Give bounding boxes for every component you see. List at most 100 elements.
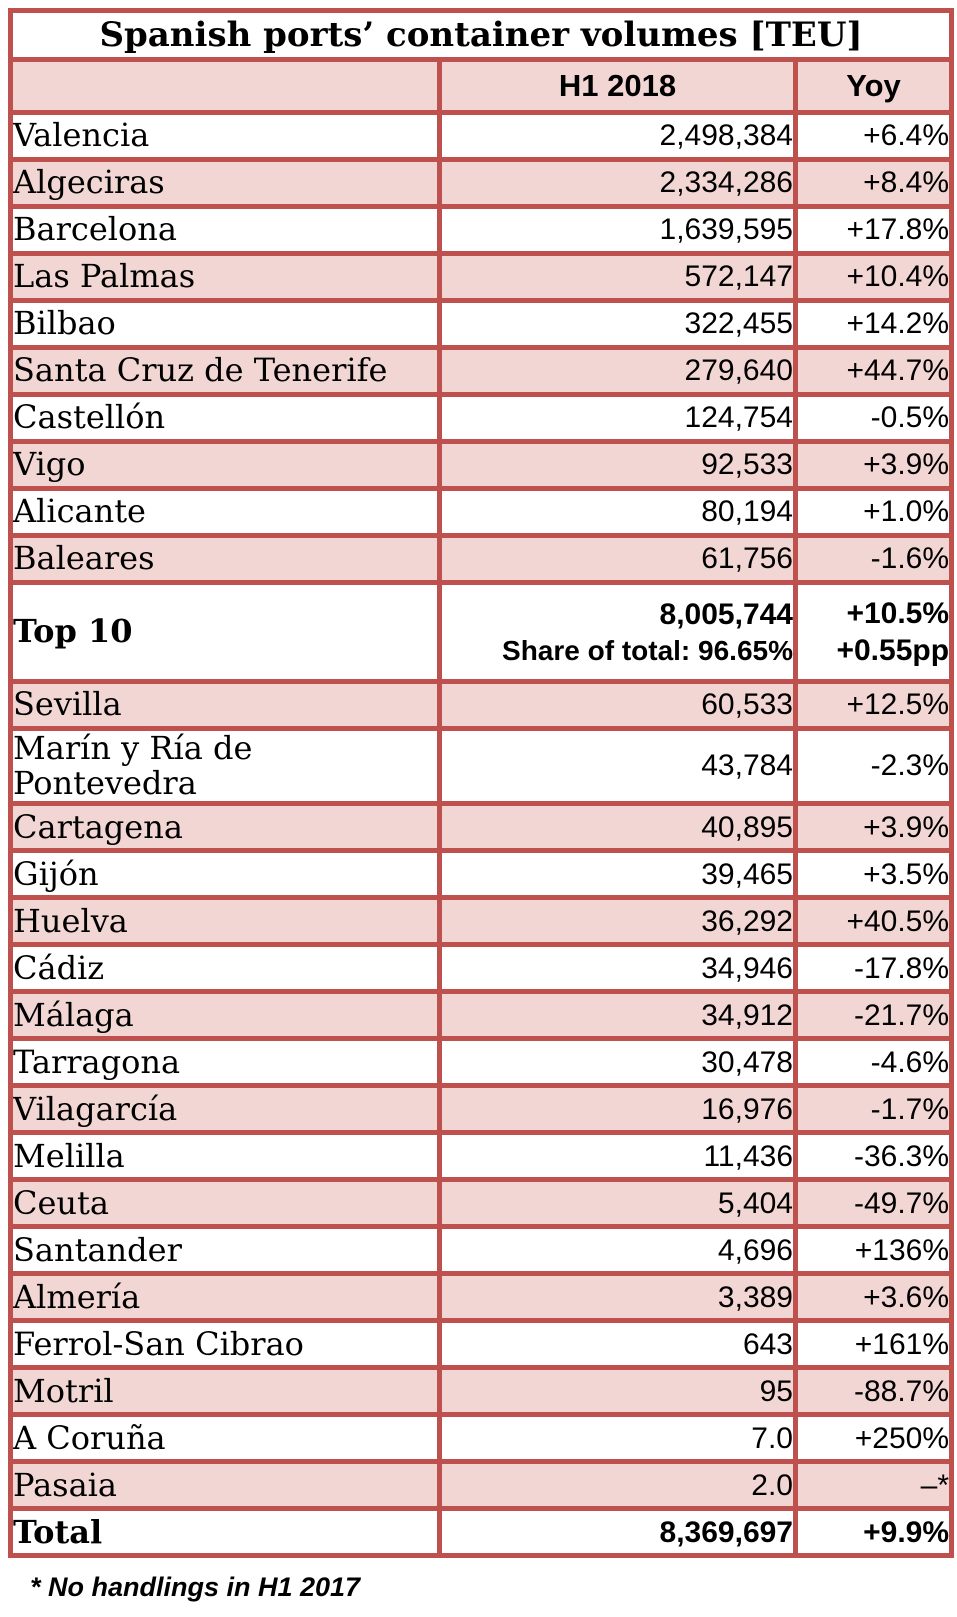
yoy-value: +17.8% xyxy=(846,213,950,247)
port-name-cell: Valencia xyxy=(8,110,442,162)
port-name-cell: Cartagena xyxy=(8,801,442,854)
h1-2018-value-cell: 2.0 xyxy=(437,1459,798,1512)
h1-2018-value: 4,696 xyxy=(717,1233,793,1267)
h1-2018-value: 124,754 xyxy=(684,401,793,435)
port-name-cell: Las Palmas xyxy=(8,251,442,303)
h1-2018-value-cell: 80,194 xyxy=(437,486,798,538)
h1-2018-value: 16,976 xyxy=(701,1092,793,1126)
h1-2018-value: 3,389 xyxy=(717,1280,793,1314)
yoy-value-cell: -21.7% xyxy=(792,989,955,1042)
yoy-value-cell: +3.5% xyxy=(792,848,955,901)
h1-2018-value: 2.0 xyxy=(751,1468,793,1502)
table-row: Barcelona 1,639,595 +17.8% xyxy=(8,204,955,256)
yoy-value-cell: -2.3% xyxy=(792,725,955,807)
yoy-value: +8.4% xyxy=(863,166,950,200)
col-header-h1-2018: H1 2018 xyxy=(437,57,798,115)
table-row: Vilagarcía 16,976 -1.7% xyxy=(8,1083,955,1136)
port-name-cell: Ferrol-San Cibrao xyxy=(8,1318,442,1371)
yoy-value-cell: -1.7% xyxy=(792,1083,955,1136)
h1-2018-value-cell: 30,478 xyxy=(437,1036,798,1089)
port-name-cell: Vilagarcía xyxy=(8,1083,442,1136)
h1-2018-value-cell: 5,404 xyxy=(437,1177,798,1230)
column-header-row: H1 2018 Yoy xyxy=(8,57,955,115)
h1-2018-value: 60,533 xyxy=(701,688,793,722)
col-header-yoy: Yoy xyxy=(792,57,955,115)
h1-2018-value: 2,498,384 xyxy=(659,119,793,153)
port-name-cell: A Coruña xyxy=(8,1412,442,1465)
h1-2018-value: 1,639,595 xyxy=(659,213,793,247)
table-row: Alicante 80,194 +1.0% xyxy=(8,486,955,538)
table-row: Melilla 11,436 -36.3% xyxy=(8,1130,955,1183)
yoy-value-cell: +10.4% xyxy=(792,251,955,303)
table-row: Santa Cruz de Tenerife 279,640 +44.7% xyxy=(8,345,955,397)
yoy-value: +1.0% xyxy=(863,495,950,529)
yoy-value: +3.9% xyxy=(863,448,950,482)
table-row: Marín y Ría de Pontevedra 43,784 -2.3% xyxy=(8,725,955,807)
yoy-value-cell: +250% xyxy=(792,1412,955,1465)
yoy-value-cell: +40.5% xyxy=(792,895,955,948)
port-name-cell: Santander xyxy=(8,1224,442,1277)
table-row: Valencia 2,498,384 +6.4% xyxy=(8,110,955,162)
yoy-value-cell: -17.8% xyxy=(792,942,955,995)
table-row: Sevilla 60,533 +12.5% xyxy=(8,679,955,731)
h1-2018-value: 34,912 xyxy=(701,998,793,1032)
table-row: Cartagena 40,895 +3.9% xyxy=(8,801,955,854)
title-row: Spanish ports’ container volumes [TEU] xyxy=(7,8,955,62)
port-name-cell: Alicante xyxy=(8,486,442,538)
h1-2018-value: 36,292 xyxy=(701,904,793,938)
yoy-value: +3.9% xyxy=(863,810,950,844)
table-row: Ferrol-San Cibrao 643 +161% xyxy=(8,1318,955,1371)
port-name-cell: Pasaia xyxy=(8,1459,442,1512)
h1-2018-value: 5,404 xyxy=(717,1186,793,1220)
table-row: Huelva 36,292 +40.5% xyxy=(8,895,955,948)
table-row: Castellón 124,754 -0.5% xyxy=(8,392,955,444)
yoy-value: -0.5% xyxy=(870,401,950,435)
h1-2018-value: 34,946 xyxy=(701,951,793,985)
port-name-cell: Málaga xyxy=(8,989,442,1042)
h1-2018-value: 572,147 xyxy=(684,260,793,294)
table-row: Las Palmas 572,147 +10.4% xyxy=(8,251,955,303)
h1-2018-value-cell: 124,754 xyxy=(437,392,798,444)
yoy-value-cell: +161% xyxy=(792,1318,955,1371)
table-row: Baleares 61,756 -1.6% xyxy=(8,533,955,585)
table-row: Total 8,369,697 +9.9% xyxy=(8,1506,955,1559)
port-name-cell: Algeciras xyxy=(8,157,442,209)
h1-2018-value-cell: 60,533 xyxy=(437,679,798,731)
port-name-cell: Barcelona xyxy=(8,204,442,256)
table-row: A Coruña 7.0 +250% xyxy=(8,1412,955,1465)
port-name-cell: Melilla xyxy=(8,1130,442,1183)
yoy-value: +10.5% xyxy=(846,596,950,630)
yoy-value: +40.5% xyxy=(846,904,950,938)
yoy-value: +3.5% xyxy=(863,857,950,891)
h1-2018-value: 7.0 xyxy=(751,1421,793,1455)
yoy-value: +44.7% xyxy=(846,354,950,388)
h1-2018-value-cell: 8,369,697 xyxy=(437,1506,798,1559)
yoy-value-cell: +9.9% xyxy=(792,1506,955,1559)
h1-2018-value: 322,455 xyxy=(684,307,793,341)
port-name-cell: Ceuta xyxy=(8,1177,442,1230)
port-name-cell: Huelva xyxy=(8,895,442,948)
yoy-value: +12.5% xyxy=(846,688,950,722)
h1-2018-value-cell: 36,292 xyxy=(437,895,798,948)
yoy-value-cell: +10.5% +0.55pp xyxy=(792,580,955,684)
port-name-cell: Vigo xyxy=(8,439,442,491)
h1-2018-value-cell: 3,389 xyxy=(437,1271,798,1324)
yoy-value-cell: +3.9% xyxy=(792,801,955,854)
h1-2018-value: 8,005,744 xyxy=(659,597,793,631)
h1-2018-value: 279,640 xyxy=(684,354,793,388)
yoy-value: +14.2% xyxy=(846,307,950,341)
yoy-value: +161% xyxy=(854,1327,950,1361)
port-name-cell: Motril xyxy=(8,1365,442,1418)
table-row: Tarragona 30,478 -4.6% xyxy=(8,1036,955,1089)
h1-2018-value-cell: 643 xyxy=(437,1318,798,1371)
yoy-value: -88.7% xyxy=(853,1374,950,1408)
h1-2018-value: 92,533 xyxy=(701,448,793,482)
h1-2018-value-cell: 322,455 xyxy=(437,298,798,350)
h1-2018-value-cell: 279,640 xyxy=(437,345,798,397)
yoy-value: -21.7% xyxy=(853,998,950,1032)
table-row: Algeciras 2,334,286 +8.4% xyxy=(8,157,955,209)
h1-2018-value-cell: 34,912 xyxy=(437,989,798,1042)
col-header-port xyxy=(8,57,442,115)
h1-2018-value-cell: 39,465 xyxy=(437,848,798,901)
table-row: Pasaia 2.0 –* xyxy=(8,1459,955,1512)
